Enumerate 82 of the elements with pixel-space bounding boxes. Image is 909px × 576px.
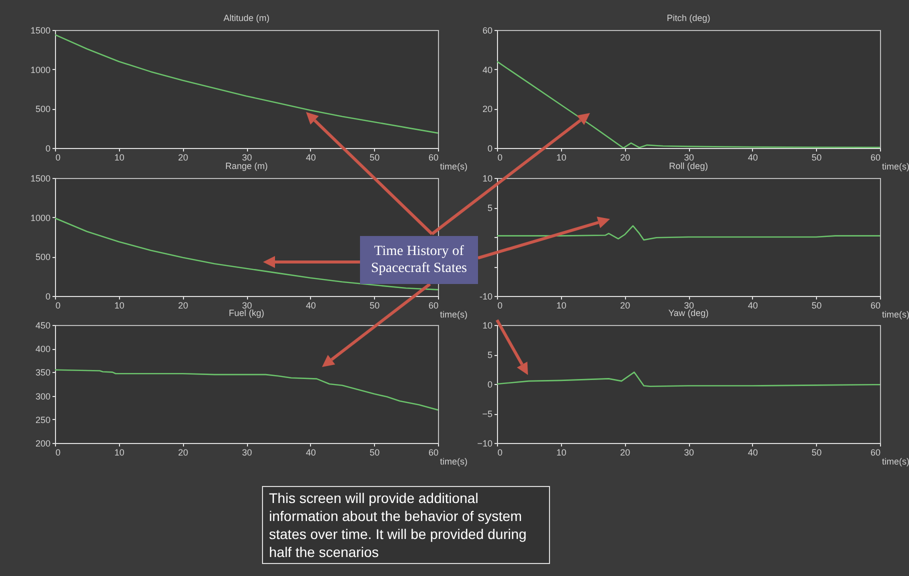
- y-tick-label: 400: [35, 344, 50, 354]
- chart-title: Yaw (deg): [668, 308, 709, 318]
- x-tick-label: 0: [56, 152, 61, 162]
- x-tick-label: 0: [498, 152, 503, 162]
- x-tick-label: 10: [114, 300, 124, 310]
- y-tick-label: 1000: [30, 212, 50, 222]
- y-tick-label: 20: [482, 104, 492, 114]
- x-tick-label: 60: [870, 448, 880, 458]
- x-tick-label: 0: [498, 300, 503, 310]
- x-tick-label: 20: [178, 152, 188, 162]
- x-tick-label: 60: [428, 300, 438, 310]
- y-tick-label: 10: [482, 320, 492, 330]
- x-tick-label: 30: [684, 448, 694, 458]
- y-tick-label: 60: [482, 26, 492, 36]
- x-tick-label: 20: [620, 152, 630, 162]
- x-tick-label: 50: [370, 300, 380, 310]
- x-tick-label: 40: [306, 152, 316, 162]
- x-tick-label: 10: [114, 152, 124, 162]
- x-tick-label: 20: [178, 448, 188, 458]
- x-tick-label: 30: [684, 152, 694, 162]
- x-tick-label: 0: [56, 448, 61, 458]
- y-tick-label: 1500: [30, 173, 50, 183]
- y-tick-label: 0: [45, 144, 50, 154]
- chart-title: Pitch (deg): [666, 13, 710, 23]
- x-tick-label: 10: [556, 152, 566, 162]
- x-tick-label: 40: [748, 448, 758, 458]
- chart-title: Roll (deg): [668, 160, 708, 170]
- y-tick-label: 0: [45, 291, 50, 301]
- x-tick-label: 50: [812, 448, 822, 458]
- chart-title: Fuel (kg): [228, 308, 264, 318]
- y-tick-label: 450: [35, 320, 50, 330]
- x-tick-label: 40: [748, 300, 758, 310]
- chart-title: Range (m): [225, 160, 268, 170]
- y-tick-label: −10: [477, 438, 492, 448]
- text: This screen will provide additional information about the behavior of system states over time. It will be provided during half the scenarios: [262, 486, 550, 564]
- y-tick-label: 10: [482, 173, 492, 183]
- y-tick-label: 250: [35, 414, 50, 425]
- x-tick-label: 60: [870, 152, 880, 162]
- x-axis-title: time(s): [882, 162, 909, 172]
- x-tick-label: 60: [428, 152, 438, 162]
- y-tick-label: -10: [479, 291, 492, 301]
- x-tick-label: 30: [242, 152, 252, 162]
- x-tick-label: 40: [306, 448, 316, 458]
- x-tick-label: 20: [620, 300, 630, 310]
- y-tick-label: 500: [35, 252, 50, 262]
- x-axis-title: time(s): [440, 456, 468, 466]
- y-tick-label: 5: [487, 202, 492, 212]
- x-tick-label: 50: [370, 448, 380, 458]
- y-tick-label: 0: [487, 380, 492, 390]
- x-tick-label: 30: [242, 448, 252, 458]
- y-tick-label: 0: [487, 144, 492, 154]
- x-tick-label: 20: [620, 448, 630, 458]
- x-axis-title: time(s): [440, 309, 468, 319]
- y-tick-label: 300: [35, 391, 50, 402]
- x-tick-label: 30: [242, 300, 252, 310]
- y-tick-label: 1000: [30, 64, 50, 75]
- x-tick-label: 40: [306, 300, 316, 310]
- y-tick-label: 500: [35, 104, 50, 114]
- x-tick-label: 60: [870, 300, 880, 310]
- y-tick-label: 350: [35, 368, 50, 378]
- x-axis-title: time(s): [440, 162, 468, 172]
- x-tick-label: 0: [498, 448, 503, 458]
- x-tick-label: 10: [556, 300, 566, 310]
- chart-title: Altitude (m): [223, 13, 270, 23]
- x-tick-label: 0: [56, 300, 61, 310]
- y-tick-label: −5: [482, 409, 492, 419]
- y-tick-label: 200: [35, 438, 50, 448]
- x-axis-title: time(s): [882, 456, 909, 466]
- x-tick-label: 10: [556, 448, 566, 458]
- x-tick-label: 40: [748, 152, 758, 162]
- x-tick-label: 50: [812, 300, 822, 310]
- x-tick-label: 50: [370, 152, 380, 162]
- x-tick-label: 50: [812, 152, 822, 162]
- y-tick-label: 5: [487, 350, 492, 360]
- x-tick-label: 60: [428, 448, 438, 458]
- x-tick-label: 20: [178, 300, 188, 310]
- y-tick-label: 1500: [30, 26, 50, 36]
- x-tick-label: 10: [114, 448, 124, 458]
- x-tick-label: 30: [684, 300, 694, 310]
- annotation: Time History of Spacecraft States: [360, 236, 478, 284]
- y-tick-label: 40: [482, 64, 492, 75]
- x-axis-title: time(s): [882, 309, 909, 319]
